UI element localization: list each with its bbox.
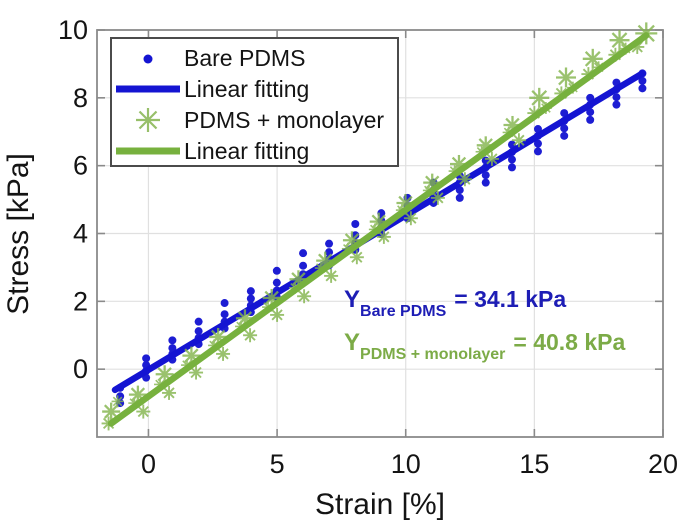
data-point-dot <box>533 139 542 148</box>
legend-label-green-linear-fitting: Linear fitting <box>184 137 310 164</box>
x-tick-label: 20 <box>648 449 678 479</box>
legend-item-pdms-monolayer: PDMS + monolayer <box>112 104 397 135</box>
data-point-dot <box>612 100 621 109</box>
legend-item-green-linear-fitting: Linear fitting <box>112 135 397 166</box>
annotation-symbol: Y <box>344 286 361 313</box>
data-point-asterisk <box>457 172 472 187</box>
annotation-bare-pdms-modulus: YBare PDMS = 34.1 kPa <box>344 286 567 320</box>
data-point-dot <box>351 231 360 240</box>
annotation-value: = 40.8 kPa <box>513 329 626 355</box>
data-point-dot <box>586 108 595 117</box>
data-point-asterisk <box>609 30 630 51</box>
y-tick-label: 4 <box>73 219 88 249</box>
tick-marks <box>97 29 664 437</box>
data-point-asterisk <box>511 133 526 148</box>
data-point-dot <box>168 344 177 353</box>
data-point-asterisk <box>270 307 285 322</box>
data-point-asterisk <box>102 402 121 421</box>
data-point-asterisk <box>349 250 364 265</box>
data-point-dot <box>507 155 516 164</box>
data-point-asterisk <box>111 395 124 408</box>
legend-label-blue-linear-fitting: Linear fitting <box>184 75 310 102</box>
legend-item-blue-linear-fitting: Linear fitting <box>112 73 397 104</box>
annotation-symbol: Y <box>344 329 361 356</box>
legend-green-line-swatch <box>116 147 180 154</box>
legend-dot-swatch <box>143 54 153 63</box>
data-point-dot <box>246 294 255 303</box>
asterisk-marker-icon <box>136 107 160 132</box>
data-point-dot <box>142 354 151 363</box>
data-point-dot <box>351 220 360 229</box>
data-point-dot <box>507 140 516 149</box>
data-point-dot <box>481 178 490 187</box>
data-point-asterisk <box>189 365 204 380</box>
data-point-dot <box>246 287 255 296</box>
x-tick-label: 10 <box>391 449 421 479</box>
data-point-dot <box>272 266 281 275</box>
x-axis-label: Strain [%] <box>315 488 445 521</box>
data-point-asterisk <box>376 229 391 244</box>
data-point-asterisk <box>556 67 577 88</box>
y-tick-label: 8 <box>73 83 88 113</box>
x-tick-label: 5 <box>270 449 285 479</box>
data-point-asterisk <box>403 211 418 226</box>
data-point-dot <box>299 261 308 270</box>
data-point-dot <box>507 163 516 172</box>
data-point-dot <box>560 109 569 118</box>
y-tick-label: 10 <box>58 15 88 45</box>
data-point-dot <box>533 147 542 156</box>
data-point-dot <box>325 239 334 248</box>
y-tick-label: 6 <box>73 151 88 181</box>
data-point-dot <box>533 125 542 134</box>
annotation-pdms-monolayer-modulus: YPDMS + monolayer = 40.8 kPa <box>344 329 626 363</box>
y-axis-label: Stress [kPa] <box>2 153 35 315</box>
x-tick-label: 15 <box>519 449 549 479</box>
data-point-dot <box>272 278 281 287</box>
data-point-dot <box>586 115 595 124</box>
data-point-asterisk <box>324 268 339 283</box>
annotation-value: = 34.1 kPa <box>454 286 567 312</box>
dot-marker-icon <box>143 54 153 63</box>
data-point-asterisk <box>582 48 603 69</box>
data-point-asterisk <box>162 385 177 400</box>
annotation-subscript: Bare PDMS <box>360 303 447 320</box>
annotation-subscript: PDMS + monolayer <box>360 346 506 363</box>
data-point-dot <box>455 193 464 202</box>
data-point-dot <box>299 249 308 258</box>
data-point-asterisk <box>484 151 499 166</box>
legend-blue-line-swatch <box>116 85 180 92</box>
legend-label-pdms-monolayer: PDMS + monolayer <box>184 106 385 133</box>
data-point-dot <box>455 186 464 195</box>
line-marker-icon <box>116 147 180 154</box>
fit-line <box>107 32 650 427</box>
data-point-dot <box>481 171 490 180</box>
data-point-dot <box>560 131 569 140</box>
data-point-dot <box>194 317 203 326</box>
data-point-dot <box>638 76 647 85</box>
data-point-asterisk <box>430 190 445 205</box>
data-point-dot <box>638 84 647 93</box>
data-point-dot <box>168 336 177 345</box>
data-point-dot <box>560 124 569 133</box>
legend-item-bare-pdms: Bare PDMS <box>112 42 397 73</box>
data-point-dot <box>612 93 621 102</box>
data-point-asterisk <box>136 404 151 419</box>
x-tick-label: 0 <box>141 449 156 479</box>
legend: Bare PDMS Linear fitting PDMS + monolaye… <box>110 37 399 167</box>
data-point-asterisk <box>297 289 312 304</box>
y-tick-label: 2 <box>73 286 88 316</box>
data-point-dot <box>220 310 229 319</box>
data-point-dot <box>194 327 203 336</box>
data-point-asterisk <box>529 87 550 108</box>
line-marker-icon <box>116 85 180 92</box>
data-point-asterisk <box>243 328 258 343</box>
y-tick-label: 0 <box>73 354 88 384</box>
data-point-dot <box>220 299 229 308</box>
legend-asterisk-swatch <box>136 107 160 132</box>
data-point-asterisk <box>216 346 231 361</box>
legend-label-bare-pdms: Bare PDMS <box>184 44 306 71</box>
